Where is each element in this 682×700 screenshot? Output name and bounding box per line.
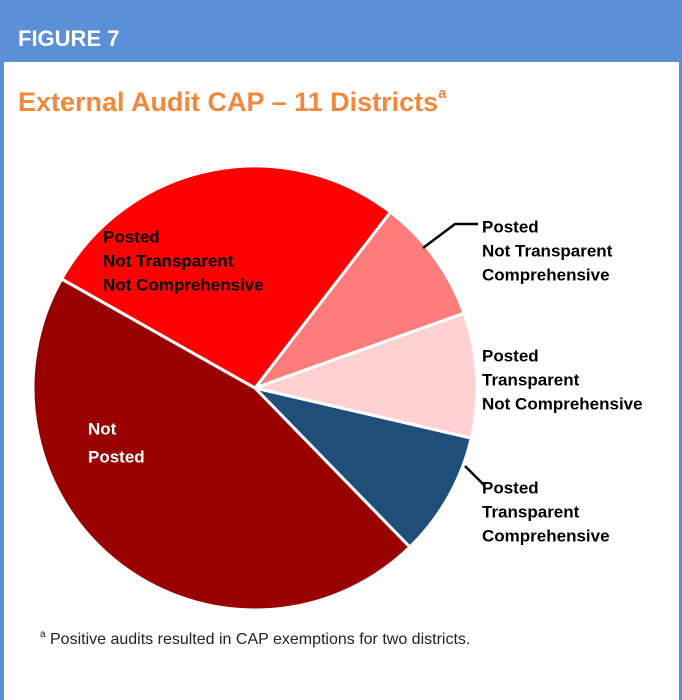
pie-slice (31, 276, 412, 612)
slice-label: Transparent (482, 370, 580, 389)
slice-label: Posted (103, 227, 160, 246)
title-text: External Audit CAP – 11 Districts (18, 87, 438, 117)
leader-line (422, 222, 478, 249)
slice-label: Not Transparent (103, 251, 234, 270)
slice-label: Not Comprehensive (103, 275, 264, 294)
pie-slice (249, 311, 479, 440)
footnote-text: Positive audits resulted in CAP exemptio… (46, 631, 471, 648)
slice-label: Transparent (482, 502, 580, 521)
slice-label: Comprehensive (482, 265, 610, 284)
figure-label: FIGURE 7 (18, 26, 119, 51)
slice-label: Comprehensive (482, 526, 610, 545)
slice-label: Not Comprehensive (482, 394, 643, 413)
left-border (0, 0, 4, 700)
footnote: a Positive audits resulted in CAP exempt… (40, 629, 470, 649)
header-bar (0, 0, 682, 62)
footnote-marker: a (40, 629, 46, 640)
pie-slice (59, 164, 393, 390)
right-border (679, 0, 682, 700)
pie-slice (250, 385, 474, 550)
slice-label: Not Transparent (482, 241, 613, 260)
slice-label: Posted (482, 217, 539, 236)
pie-slice (250, 210, 466, 392)
slice-label: Posted (482, 346, 539, 365)
slice-label: Not (88, 419, 117, 438)
chart-title: External Audit CAP – 11 Districtsa (18, 85, 447, 117)
slice-label: Posted (482, 478, 539, 497)
title-superscript: a (438, 85, 447, 102)
leader-line (464, 465, 486, 487)
slice-label: Posted (88, 447, 145, 466)
